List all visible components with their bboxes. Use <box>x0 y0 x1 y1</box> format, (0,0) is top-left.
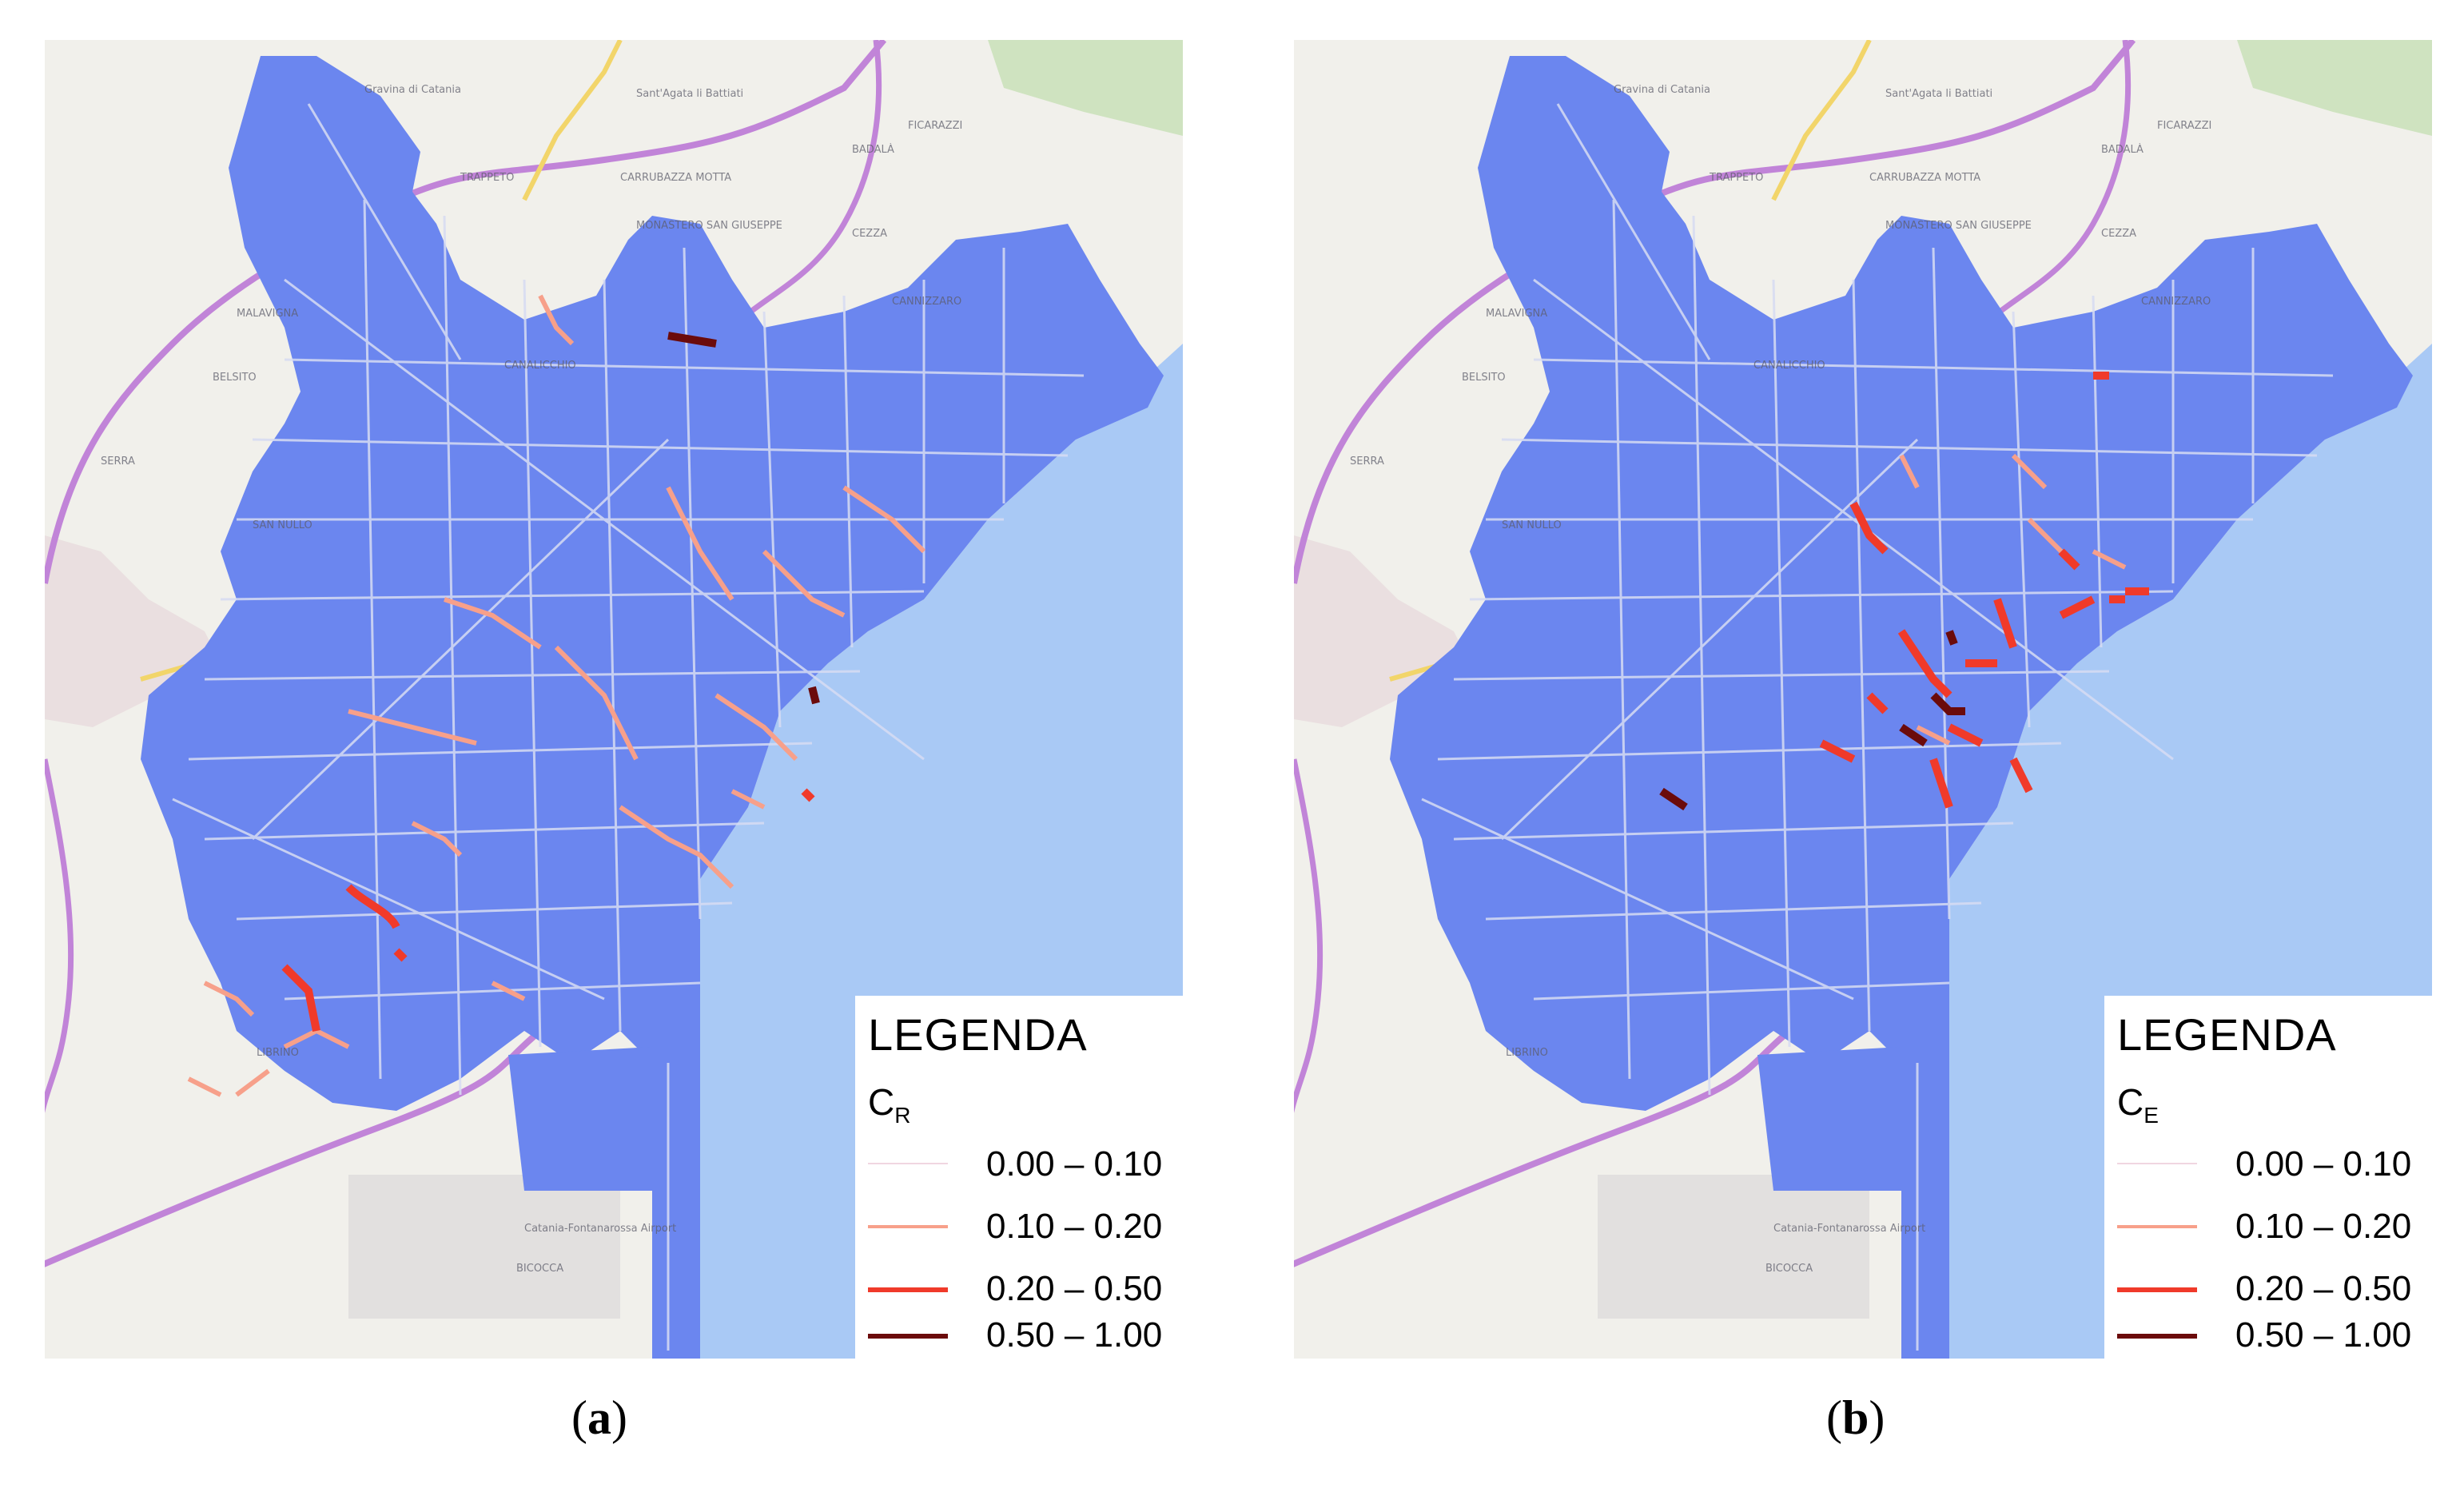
legend-line-icon <box>868 1287 948 1292</box>
map-place-label: MALAVIGNA <box>1486 308 1548 320</box>
map-place-label: TRAPPETO <box>1710 172 1764 184</box>
legend-label: 0.20 – 0.50 <box>2235 1269 2412 1308</box>
legend-row-b-3: 0.50 – 1.00 <box>2117 1311 2432 1359</box>
legend-label: 0.20 – 0.50 <box>986 1269 1163 1308</box>
map-place-label: Gravina di Catania <box>364 84 461 96</box>
map-place-label: FICARAZZI <box>2157 120 2212 132</box>
legend-a: LEGENDA CR 0.00 – 0.10 0.10 – 0.20 0.20 … <box>855 996 1183 1359</box>
legend-row-b-2: 0.20 – 0.50 <box>2117 1264 2432 1312</box>
legend-label: 0.00 – 0.10 <box>986 1144 1163 1184</box>
legend-label: 0.50 – 1.00 <box>986 1315 1163 1355</box>
map-place-label: Sant'Agata li Battiati <box>636 88 744 100</box>
map-panel-b: LEGENDA CE 0.00 – 0.10 0.10 – 0.20 0.20 … <box>1294 40 2432 1359</box>
map-place-label: CANNIZZARO <box>892 296 962 308</box>
map-place-label: FICARAZZI <box>908 120 963 132</box>
map-place-label: BADALÀ <box>2101 144 2144 156</box>
map-place-label: CARRUBAZZA MOTTA <box>620 172 732 184</box>
map-place-label: CANALICCHIO <box>1753 360 1825 372</box>
legend-symbol-main-a: C <box>868 1081 895 1123</box>
legend-symbol-sub-a: R <box>894 1103 911 1128</box>
legend-symbol-b: CE <box>2117 1080 2159 1128</box>
map-place-label: SERRA <box>101 456 135 467</box>
map-place-label: MONASTERO SAN GIUSEPPE <box>636 220 782 232</box>
street-network-b <box>1421 103 2334 1351</box>
caption-letter-b: b <box>1841 1391 1869 1444</box>
legend-title-b: LEGENDA <box>2117 1009 2337 1060</box>
map-place-label: Catania-Fontanarossa Airport <box>524 1223 677 1235</box>
legend-symbol-main-b: C <box>2117 1081 2144 1123</box>
legend-row-a-2: 0.20 – 0.50 <box>868 1264 1183 1312</box>
legend-row-a-1: 0.10 – 0.20 <box>868 1202 1183 1250</box>
map-place-label: CEZZA <box>852 228 887 240</box>
values-class-3-a <box>667 332 820 705</box>
caption-letter-a: a <box>587 1391 611 1444</box>
map-place-label: Gravina di Catania <box>1614 84 1710 96</box>
legend-line-icon <box>2117 1225 2197 1228</box>
map-place-label: TRAPPETO <box>460 172 515 184</box>
map-place-label: BELSITO <box>1462 372 1506 384</box>
map-place-label: MALAVIGNA <box>237 308 299 320</box>
legend-row-b-0: 0.00 – 0.10 <box>2117 1140 2432 1188</box>
caption-a: (a) <box>571 1391 627 1444</box>
legend-row-b-1: 0.10 – 0.20 <box>2117 1202 2432 1250</box>
map-place-label: CEZZA <box>2101 228 2136 240</box>
map-place-label: MONASTERO SAN GIUSEPPE <box>1885 220 2032 232</box>
map-canvas-a <box>45 40 1183 1359</box>
city-area-a <box>141 56 1164 1359</box>
legend-title-a: LEGENDA <box>868 1009 1088 1060</box>
legend-line-icon <box>2117 1334 2197 1339</box>
legend-label: 0.10 – 0.20 <box>986 1207 1163 1246</box>
values-class-2-a <box>281 788 815 1032</box>
map-place-label: CARRUBAZZA MOTTA <box>1869 172 1981 184</box>
map-place-label: BADALÀ <box>852 144 894 156</box>
map-place-label: SAN NULLO <box>1502 519 1562 531</box>
city-area-b <box>1390 56 2413 1359</box>
map-place-label: CANALICCHIO <box>504 360 576 372</box>
legend-symbol-sub-b: E <box>2144 1103 2159 1128</box>
legend-b: LEGENDA CE 0.00 – 0.10 0.10 – 0.20 0.20 … <box>2104 996 2432 1359</box>
map-place-label: SAN NULLO <box>253 519 312 531</box>
legend-label: 0.10 – 0.20 <box>2235 1207 2412 1246</box>
map-place-label: BELSITO <box>213 372 257 384</box>
legend-line-icon <box>2117 1287 2197 1292</box>
map-place-label: LIBRINO <box>1506 1047 1548 1059</box>
map-place-label: SERRA <box>1350 456 1384 467</box>
legend-symbol-a: CR <box>868 1080 910 1128</box>
map-place-label: BICOCCA <box>1765 1263 1813 1275</box>
legend-line-icon <box>868 1163 948 1164</box>
map-place-label: BICOCCA <box>516 1263 564 1275</box>
legend-line-icon <box>868 1225 948 1228</box>
values-class-1-a <box>187 294 926 1097</box>
caption-b: (b) <box>1826 1391 1885 1444</box>
map-place-label: LIBRINO <box>257 1047 299 1059</box>
street-network-a <box>172 103 1085 1351</box>
map-place-label: Sant'Agata li Battiati <box>1885 88 1993 100</box>
legend-row-a-3: 0.50 – 1.00 <box>868 1311 1183 1359</box>
legend-line-icon <box>868 1334 948 1339</box>
map-place-label: CANNIZZARO <box>2141 296 2211 308</box>
values-class-2-b <box>1819 372 2149 809</box>
map-panel-a: LEGENDA CR 0.00 – 0.10 0.10 – 0.20 0.20 … <box>45 40 1183 1359</box>
legend-label: 0.50 – 1.00 <box>2235 1315 2412 1355</box>
map-place-label: Catania-Fontanarossa Airport <box>1773 1223 1926 1235</box>
legend-label: 0.00 – 0.10 <box>2235 1144 2412 1184</box>
values-class-3-b <box>1659 630 1965 811</box>
values-class-1-b <box>1899 453 2127 746</box>
legend-line-icon <box>2117 1163 2197 1164</box>
legend-row-a-0: 0.00 – 0.10 <box>868 1140 1183 1188</box>
